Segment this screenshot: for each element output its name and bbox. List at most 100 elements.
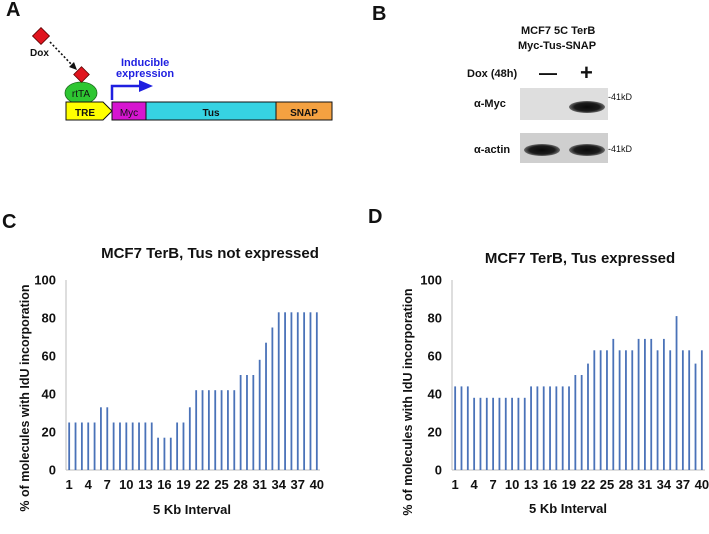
chart-c-bar [112, 422, 115, 470]
chart-c-ytick-label: 100 [34, 273, 56, 288]
chart-c-xtick-label: 4 [85, 477, 93, 492]
chart-c-bar [163, 437, 166, 470]
dox-binding-arrowhead [69, 62, 77, 70]
chart-d-bar [517, 397, 520, 470]
chart-c-bar [144, 422, 147, 470]
chart-c-xtick-label: 37 [291, 477, 305, 492]
chart-c-bar [188, 407, 191, 470]
actin-band-plus [569, 144, 605, 156]
construct-diagram: Dox rtTA Inducible expression TRE Myc Tu… [30, 26, 333, 121]
chart-c-bar [271, 327, 274, 470]
myc-band-plus [569, 101, 605, 113]
inducible-expression-line2: expression [116, 68, 174, 80]
chart-d-bar [473, 397, 476, 470]
chart-d-xtick-label: 40 [695, 477, 709, 492]
chart-c-ytick-label: 60 [42, 349, 56, 364]
chart-d-bar [593, 350, 596, 470]
chart-d-bar [637, 338, 640, 470]
chart-d-bar [625, 350, 627, 470]
chart-c-title: MCF7 TerB, Tus not expressed [101, 245, 319, 262]
chart-d-xtick-label: 4 [471, 477, 479, 492]
chart-c-xtick-label: 22 [195, 477, 209, 492]
chart-d-xtick-label: 37 [676, 477, 690, 492]
chart-d-bar [587, 363, 589, 470]
chart-c-xtick-label: 19 [176, 477, 190, 492]
snap-label: SNAP [290, 108, 318, 119]
chart-c-bar [131, 422, 134, 470]
panel-label-d: D [368, 206, 383, 228]
panel-label-a: A [6, 0, 21, 21]
actin-size-marker: -41kD [608, 144, 633, 154]
chart-d-xtick-label: 25 [600, 477, 614, 492]
chart-d-bar [466, 386, 469, 470]
chart-d-ytick-label: 0 [435, 463, 442, 478]
inducible-expression-line1: Inducible [121, 57, 169, 69]
chart-c-bar [169, 437, 172, 470]
snap-segment [275, 101, 333, 121]
chart-d-bar [536, 386, 539, 470]
chart-d-bar [700, 350, 703, 470]
chart-c-bar [119, 422, 121, 470]
chart-c-bar [138, 422, 140, 470]
myc-antibody-label: α-Myc [474, 98, 506, 110]
chart-c-xtick-label: 1 [66, 477, 73, 492]
actin-antibody-label: α-actin [474, 144, 511, 156]
chart-d-bar [599, 350, 602, 470]
myc-size-marker: -41kD [608, 92, 633, 102]
chart-d-xtick-label: 1 [452, 477, 459, 492]
chart-c-ytick-label: 0 [49, 463, 56, 478]
chart-d-bar [580, 375, 583, 470]
chart-c-bar [303, 312, 306, 470]
myc-label: Myc [120, 108, 138, 119]
chart-c-bar [296, 312, 299, 470]
chart-d-bar [460, 386, 463, 470]
chart-d-xlabel: 5 Kb Interval [528, 501, 608, 516]
chart-c-bar [87, 422, 90, 470]
panel-label-c: C [2, 211, 17, 233]
tus-label: Tus [202, 108, 219, 119]
dox-plus-lane: + [580, 60, 593, 85]
chart-c-bar [201, 390, 204, 470]
chart-d-bar [511, 397, 513, 470]
chart-c-bar [207, 390, 210, 470]
chart-d-bar [574, 375, 577, 470]
chart-d-bar [662, 338, 665, 470]
chart-c-xtick-label: 28 [233, 477, 247, 492]
chart-c-bar [125, 422, 128, 470]
dox-binding-arrow [49, 41, 74, 67]
chart-d-ytick-label: 100 [420, 273, 442, 288]
tre-label: TRE [75, 108, 95, 119]
chart-c-bar [106, 407, 109, 470]
dox-minus-lane: — [539, 63, 557, 83]
chart-d-xtick-label: 34 [657, 477, 672, 492]
transcription-start-arrow [110, 84, 140, 100]
chart-c-bar [277, 312, 280, 470]
chart-d-bar [694, 363, 697, 470]
chart-d-title: MCF7 TerB, Tus expressed [484, 250, 676, 267]
chart-c-bar [309, 312, 312, 470]
chart-c-xlabel: 5 Kb Interval [152, 502, 232, 517]
chart-c-xtick-label: 31 [252, 477, 266, 492]
chart-d-bar [650, 338, 653, 470]
chart-c-bar [258, 359, 261, 470]
dox-bound-diamond [73, 66, 90, 83]
chart-c-ytick-label: 40 [42, 387, 56, 402]
chart-d-ytick-label: 80 [428, 311, 442, 326]
actin-band-minus [524, 144, 560, 156]
chart-c-bar [252, 375, 255, 470]
western-blot [520, 88, 608, 163]
chart-d-bar [549, 386, 551, 470]
dox-diamond [31, 26, 51, 46]
chart-d-bar [669, 350, 672, 470]
chart-d-bar [618, 350, 621, 470]
chart-c-xtick-label: 16 [157, 477, 171, 492]
chart-d-bar [530, 386, 532, 470]
chart-d-bar [631, 350, 634, 470]
chart-c-bar [265, 342, 267, 470]
chart-d-ytick-label: 20 [428, 425, 442, 440]
chart-d-xtick-label: 19 [562, 477, 576, 492]
chart-c-xtick-label: 7 [104, 477, 111, 492]
chart-d-bar [523, 397, 526, 470]
